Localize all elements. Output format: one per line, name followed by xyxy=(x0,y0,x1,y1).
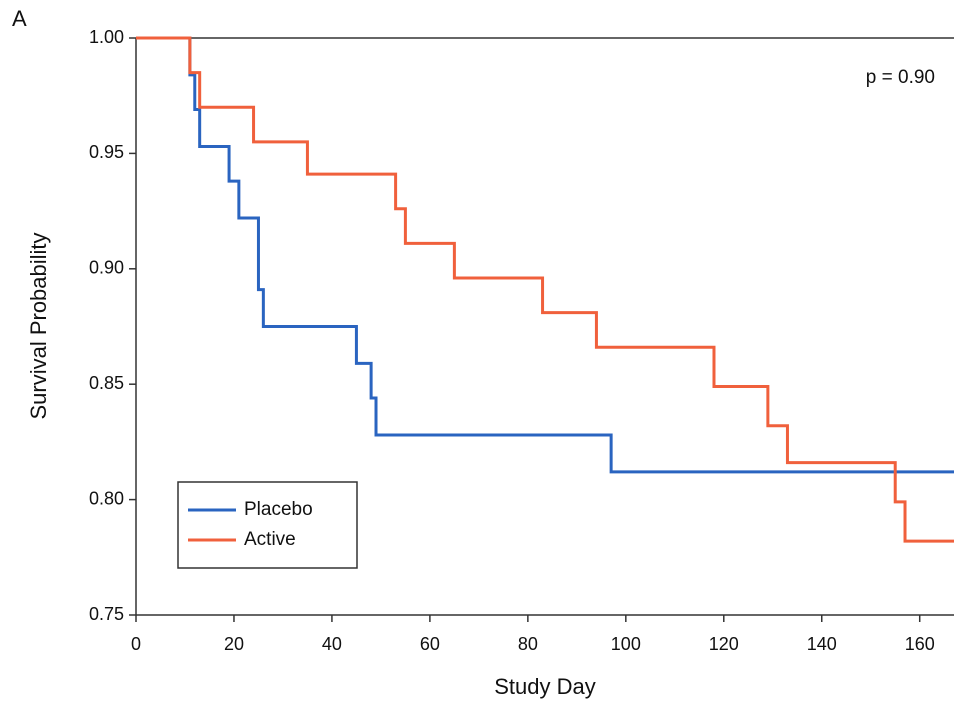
y-tick-label: 0.80 xyxy=(89,488,124,508)
x-axis-title: Study Day xyxy=(494,674,596,699)
x-tick-label: 140 xyxy=(807,634,837,654)
survival-curve xyxy=(136,36,954,474)
legend-label: Active xyxy=(244,529,296,550)
x-tick-label: 80 xyxy=(518,634,538,654)
x-tick-label: 160 xyxy=(905,634,935,654)
x-tick-label: 20 xyxy=(224,634,244,654)
y-axis-title: Survival Probability xyxy=(26,232,51,419)
x-tick-label: 0 xyxy=(131,634,141,654)
y-tick-label: 0.85 xyxy=(89,373,124,393)
survival-curve xyxy=(136,36,954,543)
x-tick-label: 120 xyxy=(709,634,739,654)
annotation: p = 0.90 xyxy=(866,67,935,88)
y-tick-label: 0.95 xyxy=(89,142,124,162)
x-tick-label: 100 xyxy=(611,634,641,654)
y-tick-label: 0.75 xyxy=(89,604,124,624)
y-tick-label: 0.90 xyxy=(89,258,124,278)
y-tick-label: 1.00 xyxy=(89,27,124,47)
x-tick-label: 40 xyxy=(322,634,342,654)
legend-box xyxy=(177,481,358,569)
legend-label: Placebo xyxy=(244,499,313,520)
x-tick-label: 60 xyxy=(420,634,440,654)
panel-label: A xyxy=(12,6,27,31)
